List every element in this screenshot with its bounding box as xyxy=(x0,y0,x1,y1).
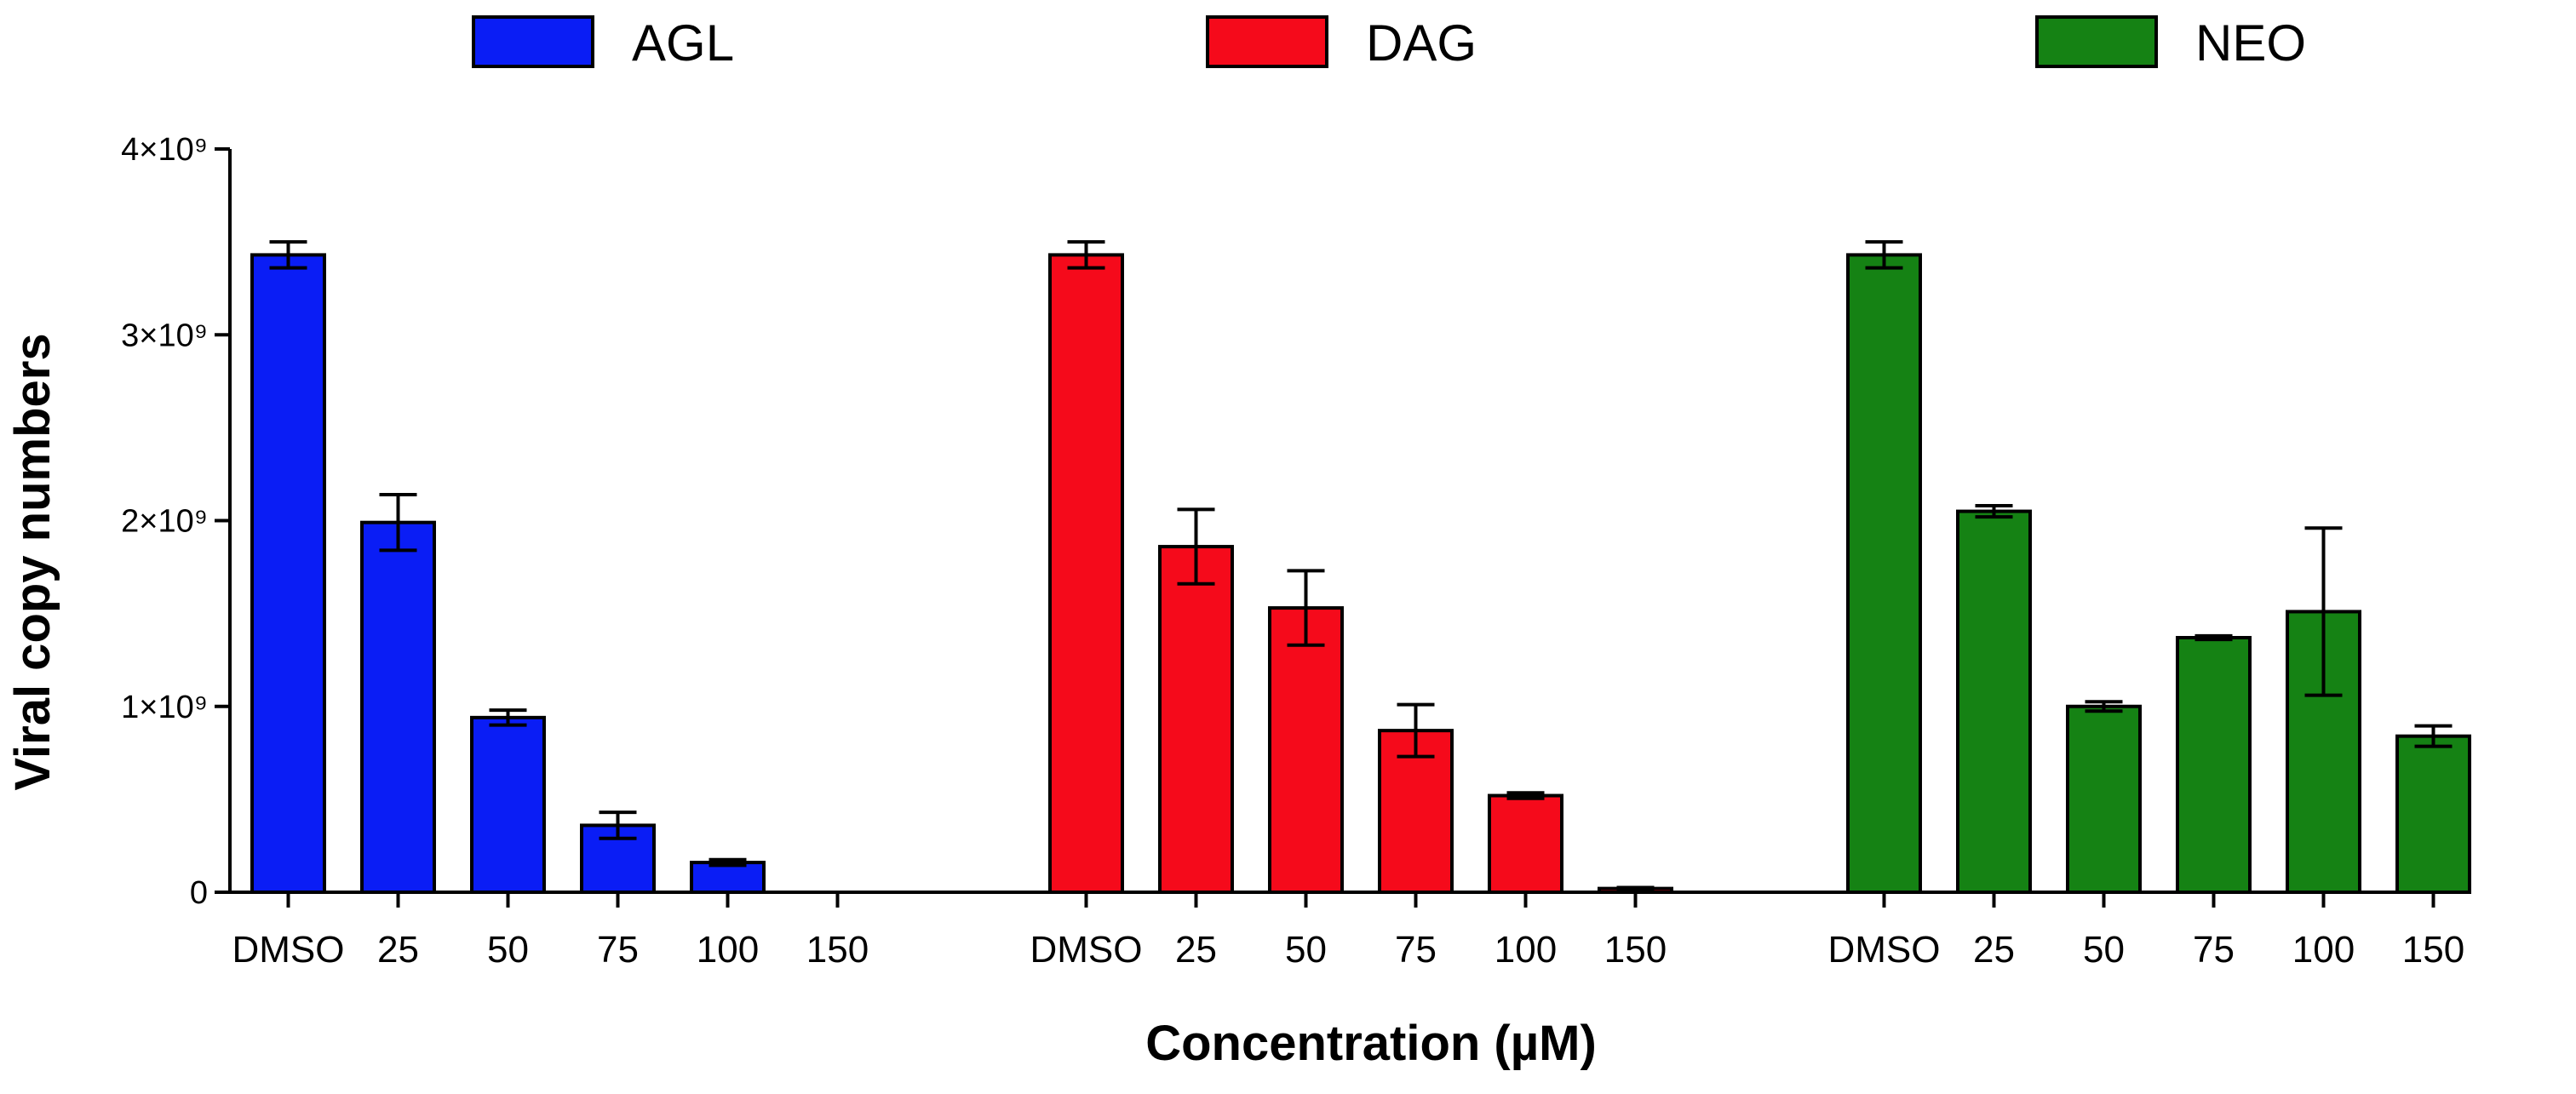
x-tick-label: DMSO xyxy=(1828,929,1941,971)
x-tick-label: 75 xyxy=(1395,929,1437,971)
y-tick-label: 4×10⁹ xyxy=(121,132,208,168)
x-tick-label: 50 xyxy=(2083,929,2125,971)
axes: 0 1×10⁹ 2×10⁹ 3×10⁹ 4×10⁹ DMSO 25 50 75 100 150 DMS… xyxy=(121,132,2471,971)
legend-swatch xyxy=(1206,15,1328,68)
y-tick-label: 1×10⁹ xyxy=(121,690,208,725)
x-tick-label: 25 xyxy=(377,929,419,971)
bar-group-neo xyxy=(1846,240,2471,895)
y-tick-label: 3×10⁹ xyxy=(121,318,208,353)
x-tick-label: DMSO xyxy=(1030,929,1143,971)
x-tick-label: 100 xyxy=(1495,929,1557,971)
legend-item-neo: NEO xyxy=(2035,14,2306,72)
legend-swatch xyxy=(2035,15,2158,68)
bar xyxy=(470,715,546,894)
bar xyxy=(1956,509,2032,895)
x-tick-label: 150 xyxy=(806,929,869,971)
bar xyxy=(1846,253,1922,894)
legend-label: DAG xyxy=(1366,14,1477,72)
bar-group-dag xyxy=(1048,240,1673,895)
x-axis-title: Concentration (µM) xyxy=(1145,1016,1597,1071)
x-tick-label: 75 xyxy=(2193,929,2235,971)
bar xyxy=(360,520,436,894)
bar-group-agl xyxy=(250,240,874,895)
legend-swatch xyxy=(472,15,594,68)
x-tick-label: 25 xyxy=(1175,929,1217,971)
bar xyxy=(2176,635,2252,894)
bar xyxy=(250,253,326,894)
bar xyxy=(2066,704,2142,894)
x-tick-label: 25 xyxy=(1973,929,2015,971)
y-axis-title: Viral copy numbers xyxy=(5,333,60,790)
x-tick-label: 50 xyxy=(487,929,529,971)
x-tick-label: 50 xyxy=(1285,929,1327,971)
x-tick-label: DMSO xyxy=(232,929,345,971)
x-tick-label: 100 xyxy=(2292,929,2355,971)
bar xyxy=(1158,545,1234,894)
bar xyxy=(1488,793,1563,895)
x-tick-label: 75 xyxy=(597,929,639,971)
y-tick-label: 2×10⁹ xyxy=(121,504,208,540)
bar xyxy=(1378,729,1454,894)
bar xyxy=(1048,253,1124,894)
x-tick-label: 100 xyxy=(697,929,759,971)
legend-label: AGL xyxy=(632,14,734,72)
bar xyxy=(1268,606,1344,894)
y-tick-label: 0 xyxy=(190,875,208,911)
legend-label: NEO xyxy=(2195,14,2306,72)
bar xyxy=(2395,734,2471,894)
legend: AGL DAG NEO xyxy=(472,14,2306,72)
bar-groups xyxy=(250,240,2471,895)
x-tick-label: 150 xyxy=(1604,929,1667,971)
legend-item-agl: AGL xyxy=(472,14,734,72)
legend-item-dag: DAG xyxy=(1206,14,1477,72)
x-tick-label: 150 xyxy=(2402,929,2464,971)
